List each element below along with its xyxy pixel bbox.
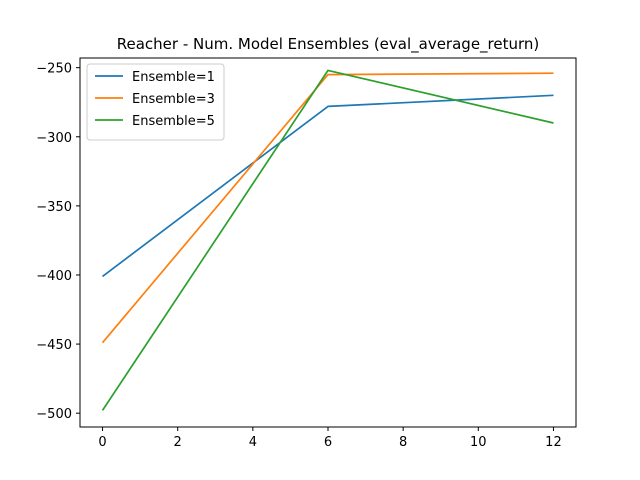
- legend-entry: Ensemble=3: [132, 92, 215, 107]
- x-tick-label: 10: [470, 435, 487, 450]
- legend-entry: Ensemble=5: [132, 114, 215, 129]
- legend-box: [86, 63, 225, 141]
- series-line: [101, 72, 554, 344]
- y-tick-label: −450: [36, 338, 72, 353]
- x-tick-label: 6: [324, 435, 332, 450]
- series-lines: [101, 69, 554, 411]
- y-tick-label: −400: [36, 269, 72, 284]
- legend-entry: Ensemble=1: [132, 70, 215, 85]
- x-tick-label: 4: [249, 435, 257, 450]
- plot-frame: [79, 57, 577, 428]
- x-tick-label: 2: [174, 435, 182, 450]
- legend: Ensemble=1 Ensemble=3 Ensemble=5: [86, 63, 225, 141]
- series-line: [101, 69, 554, 411]
- x-tick-label: 8: [399, 435, 407, 450]
- x-tick-label: 12: [545, 435, 562, 450]
- y-tick-label: −350: [36, 200, 72, 215]
- axis-ticks: 0 2 4 6 8 10 12 −500 −450 −400 −350 −300 −250: [36, 62, 561, 450]
- y-tick-label: −300: [36, 131, 72, 146]
- series-line: [101, 94, 554, 278]
- y-tick-label: −500: [36, 407, 72, 422]
- x-tick-label: 0: [98, 435, 106, 450]
- chart-title: Reacher - Num. Model Ensembles (eval_ave…: [117, 35, 540, 54]
- y-tick-label: −250: [36, 62, 72, 77]
